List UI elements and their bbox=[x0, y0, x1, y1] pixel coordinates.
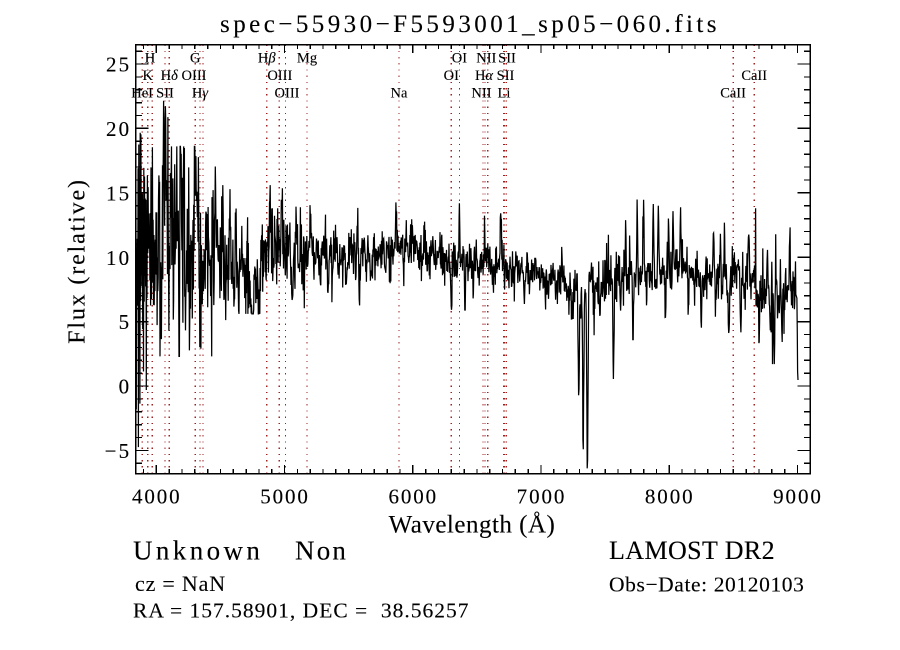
svg-text:Hβ: Hβ bbox=[258, 50, 276, 66]
svg-text:Flux (relative): Flux (relative) bbox=[65, 178, 91, 344]
svg-text:SII: SII bbox=[497, 68, 515, 84]
svg-text:SII: SII bbox=[156, 86, 174, 102]
svg-text:K: K bbox=[143, 68, 154, 84]
svg-text:NII: NII bbox=[471, 86, 491, 102]
svg-text:20: 20 bbox=[106, 117, 131, 141]
svg-text:Hδ: Hδ bbox=[161, 68, 178, 84]
svg-text:H: H bbox=[145, 50, 156, 66]
svg-text:Obs−Date: 20120103: Obs−Date: 20120103 bbox=[609, 573, 805, 597]
svg-text:Li: Li bbox=[498, 86, 511, 102]
svg-text:Hα: Hα bbox=[475, 68, 493, 84]
svg-text:NII: NII bbox=[476, 50, 496, 66]
svg-text:Na: Na bbox=[391, 86, 408, 102]
svg-text:10: 10 bbox=[106, 246, 131, 270]
svg-text:7000: 7000 bbox=[517, 485, 567, 509]
svg-text:HeI: HeI bbox=[131, 86, 153, 102]
svg-text:cz = NaN: cz = NaN bbox=[135, 571, 226, 596]
svg-text:Wavelength (Å): Wavelength (Å) bbox=[389, 511, 556, 538]
svg-text:RA = 157.58901, DEC = 38.5625: RA = 157.58901, DEC = 38.56257 bbox=[133, 599, 470, 623]
svg-text:5: 5 bbox=[119, 310, 132, 334]
svg-text:8000: 8000 bbox=[645, 485, 695, 509]
svg-text:LAMOST DR2: LAMOST DR2 bbox=[609, 536, 775, 565]
svg-text:CaII: CaII bbox=[720, 86, 746, 102]
svg-text:Unknown: Unknown bbox=[133, 536, 263, 566]
svg-text:5000: 5000 bbox=[260, 485, 310, 509]
svg-text:OIII: OIII bbox=[267, 68, 292, 84]
svg-text:Non: Non bbox=[295, 536, 348, 566]
svg-text:6000: 6000 bbox=[388, 485, 438, 509]
svg-text:OIII: OIII bbox=[275, 86, 300, 102]
svg-text:0: 0 bbox=[119, 375, 132, 399]
svg-text:Hγ: Hγ bbox=[192, 86, 209, 102]
svg-text:SII: SII bbox=[498, 50, 516, 66]
svg-text:G: G bbox=[190, 50, 201, 66]
svg-text:OI: OI bbox=[444, 68, 459, 84]
svg-text:OI: OI bbox=[452, 50, 467, 66]
svg-text:spec−55930−F5593001_sp05−060.f: spec−55930−F5593001_sp05−060.fits bbox=[220, 11, 720, 38]
svg-text:9000: 9000 bbox=[773, 485, 823, 509]
svg-text:25: 25 bbox=[106, 53, 131, 77]
svg-text:−5: −5 bbox=[105, 439, 132, 463]
svg-text:15: 15 bbox=[106, 181, 131, 205]
svg-text:Mg: Mg bbox=[297, 50, 317, 66]
svg-text:OIII: OIII bbox=[182, 68, 207, 84]
svg-text:CaII: CaII bbox=[741, 68, 767, 84]
svg-text:4000: 4000 bbox=[132, 485, 182, 509]
